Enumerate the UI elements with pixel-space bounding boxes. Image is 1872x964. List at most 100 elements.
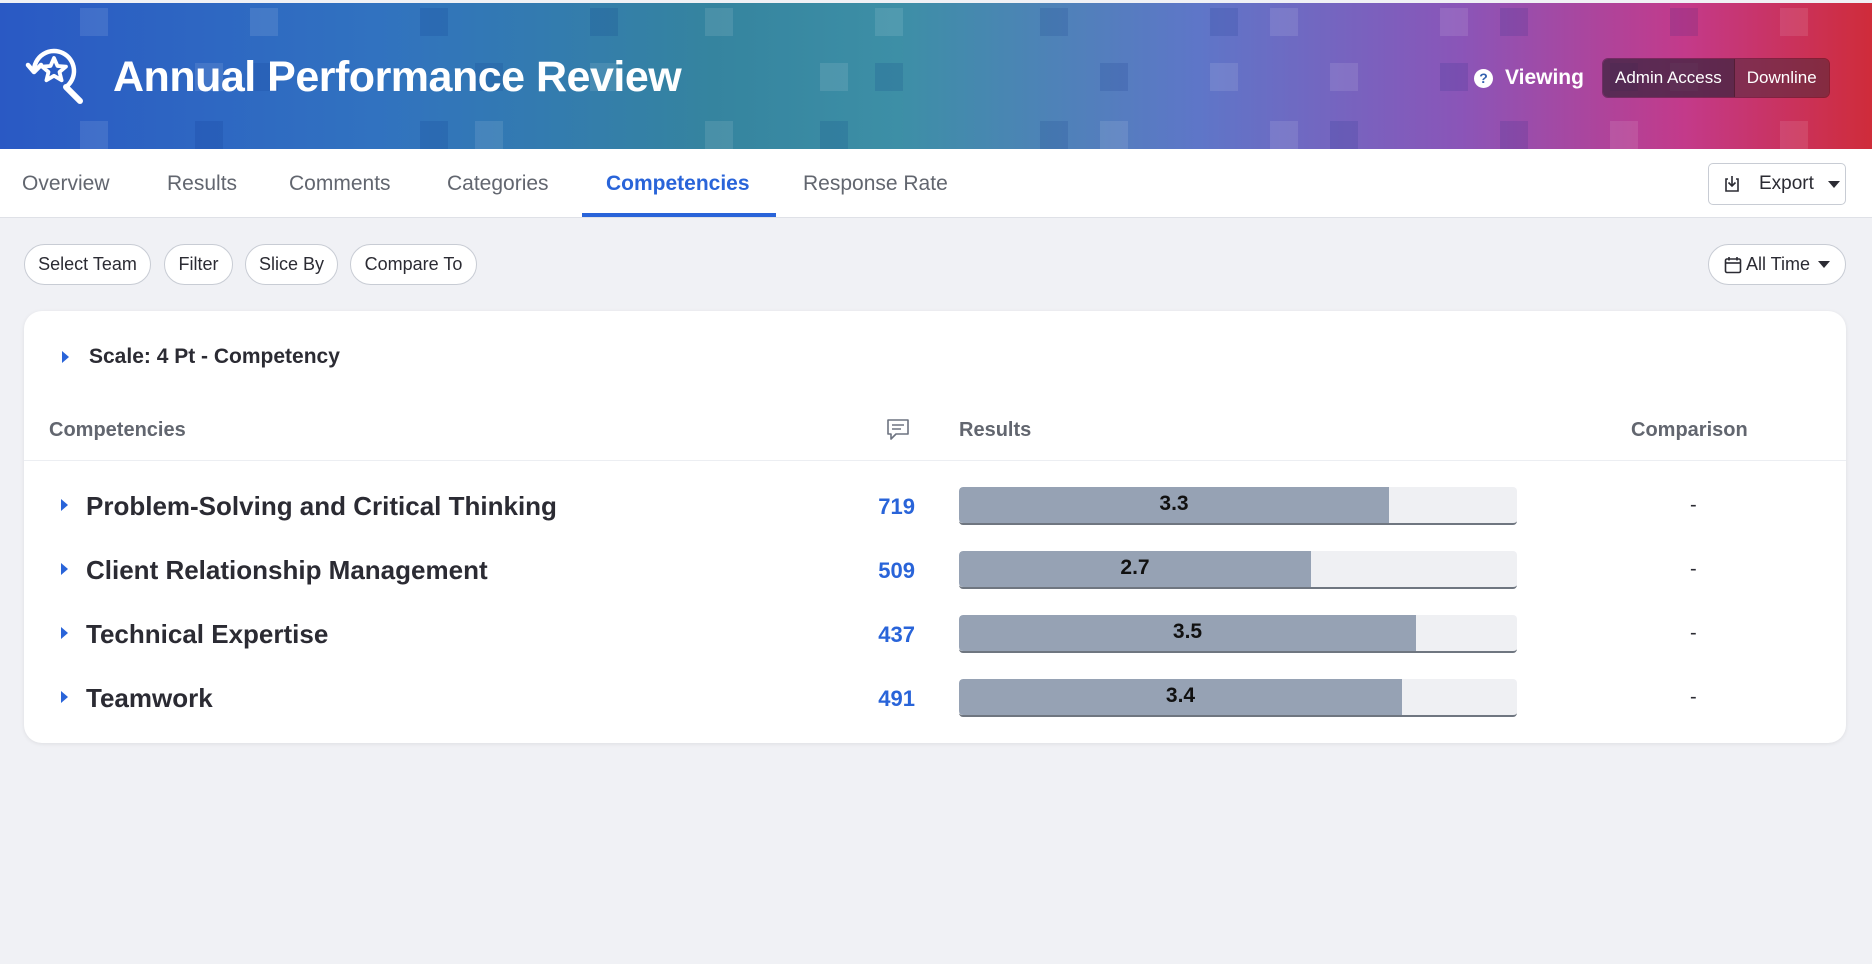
tab-categories[interactable]: Categories <box>447 171 549 195</box>
banner-tile <box>1610 121 1638 149</box>
expand-arrow-icon <box>62 351 69 363</box>
competency-results-card: Scale: 4 Pt - Competency Competencies Re… <box>24 311 1846 743</box>
downline-button[interactable]: Downline <box>1733 59 1829 97</box>
banner-tile <box>1500 121 1528 149</box>
banner-tile <box>195 121 223 149</box>
tab-results[interactable]: Results <box>167 171 238 195</box>
page-title: Annual Performance Review <box>113 53 682 101</box>
tab-bar: Overview Results Comments Categories Com… <box>0 149 1872 218</box>
viewing-label: Viewing <box>1505 66 1584 89</box>
competencies-column-header: Competencies <box>49 419 186 441</box>
banner-tile <box>1330 63 1358 91</box>
result-bar-track: 2.7 <box>959 551 1517 589</box>
banner-tile <box>475 121 503 149</box>
active-tab-indicator <box>582 213 776 217</box>
banner-tile <box>820 63 848 91</box>
slice-by-button[interactable]: Slice By <box>245 244 338 285</box>
tab-comments[interactable]: Comments <box>289 171 391 195</box>
banner-tile <box>195 63 223 91</box>
date-range-button[interactable]: All Time <box>1708 244 1846 285</box>
scale-label: Scale: 4 Pt - Competency <box>89 345 340 368</box>
banner-tile <box>1100 121 1128 149</box>
banner-tile <box>1270 8 1298 36</box>
comparison-value: - <box>1690 558 1697 580</box>
date-range-label: All Time <box>1745 254 1810 274</box>
banner-tile <box>80 8 108 36</box>
banner-tile <box>1040 121 1068 149</box>
banner-tile <box>250 8 278 36</box>
result-score: 3.4 <box>1165 684 1196 707</box>
banner-tile <box>705 121 733 149</box>
competency-row[interactable]: Client Relationship Management 509 2.7 - <box>24 549 1846 589</box>
select-team-button[interactable]: Select Team <box>24 244 151 285</box>
banner-tile <box>1440 8 1468 36</box>
banner-tile <box>590 8 618 36</box>
banner-tile <box>475 63 503 91</box>
banner-tile <box>1500 8 1528 36</box>
banner-tile <box>1330 121 1358 149</box>
banner-tile <box>420 8 448 36</box>
calendar-icon <box>1724 256 1742 273</box>
banner-tile <box>1100 63 1128 91</box>
competency-row[interactable]: Teamwork 491 3.4 - <box>24 677 1846 717</box>
result-score: 3.5 <box>1172 620 1203 643</box>
export-button[interactable]: Export <box>1708 163 1846 205</box>
result-bar-fill <box>959 679 1402 715</box>
banner-tile <box>1210 8 1238 36</box>
competency-row[interactable]: Problem-Solving and Critical Thinking 719… <box>24 485 1846 525</box>
comment-count-link[interactable]: 437 <box>878 622 915 647</box>
expand-arrow-icon[interactable] <box>61 563 68 575</box>
expand-arrow-icon[interactable] <box>61 627 68 639</box>
comparison-column-header: Comparison <box>1631 419 1748 441</box>
chevron-down-icon <box>1818 261 1830 268</box>
banner-tile <box>705 8 733 36</box>
header-banner: Annual Performance Review ? Viewing Admi… <box>0 3 1872 149</box>
compare-to-button[interactable]: Compare To <box>350 244 477 285</box>
expand-arrow-icon[interactable] <box>61 499 68 511</box>
banner-tile <box>1270 121 1298 149</box>
competency-name: Problem-Solving and Critical Thinking <box>86 491 557 521</box>
result-bar-fill <box>959 615 1416 651</box>
result-bar-track: 3.4 <box>959 679 1517 717</box>
results-column-header: Results <box>959 419 1032 441</box>
banner-tile <box>250 63 278 91</box>
tab-competencies[interactable]: Competencies <box>606 171 750 195</box>
comparison-value: - <box>1690 494 1697 516</box>
scale-toggle[interactable]: Scale: 4 Pt - Competency <box>62 345 340 369</box>
banner-pattern <box>0 3 1872 149</box>
banner-tile <box>1780 8 1808 36</box>
result-bar-track: 3.3 <box>959 487 1517 525</box>
help-icon[interactable]: ? <box>1474 68 1493 88</box>
result-score: 3.3 <box>1159 492 1189 515</box>
banner-tile <box>875 63 903 91</box>
viewing-indicator: ? Viewing <box>1474 63 1584 93</box>
result-bar-fill <box>959 551 1311 587</box>
filter-button[interactable]: Filter <box>164 244 233 285</box>
result-bar-track: 3.5 <box>959 615 1517 653</box>
tab-response-rate[interactable]: Response Rate <box>803 171 948 195</box>
banner-tile <box>1780 121 1808 149</box>
admin-access-button[interactable]: Admin Access <box>1603 59 1734 97</box>
banner-tile <box>1210 63 1238 91</box>
banner-tile <box>1440 63 1468 91</box>
tab-overview[interactable]: Overview <box>22 171 110 195</box>
expand-arrow-icon[interactable] <box>61 691 68 703</box>
banner-tile <box>80 121 108 149</box>
comment-count-link[interactable]: 509 <box>878 558 915 583</box>
header-divider <box>24 460 1846 461</box>
banner-tile <box>590 63 618 91</box>
result-bar-fill <box>959 487 1389 523</box>
comparison-value: - <box>1690 622 1697 644</box>
competency-name: Technical Expertise <box>86 619 329 649</box>
banner-tile <box>875 8 903 36</box>
banner-tile <box>1670 8 1698 36</box>
export-icon <box>1725 176 1739 192</box>
comparison-value: - <box>1690 686 1697 708</box>
review-search-icon <box>25 48 83 104</box>
comment-count-link[interactable]: 491 <box>878 686 915 711</box>
comment-count-link[interactable]: 719 <box>878 494 915 519</box>
competency-row[interactable]: Technical Expertise 437 3.5 - <box>24 613 1846 653</box>
banner-tile <box>820 121 848 149</box>
comment-icon <box>887 419 909 440</box>
chevron-down-icon <box>1827 180 1840 188</box>
